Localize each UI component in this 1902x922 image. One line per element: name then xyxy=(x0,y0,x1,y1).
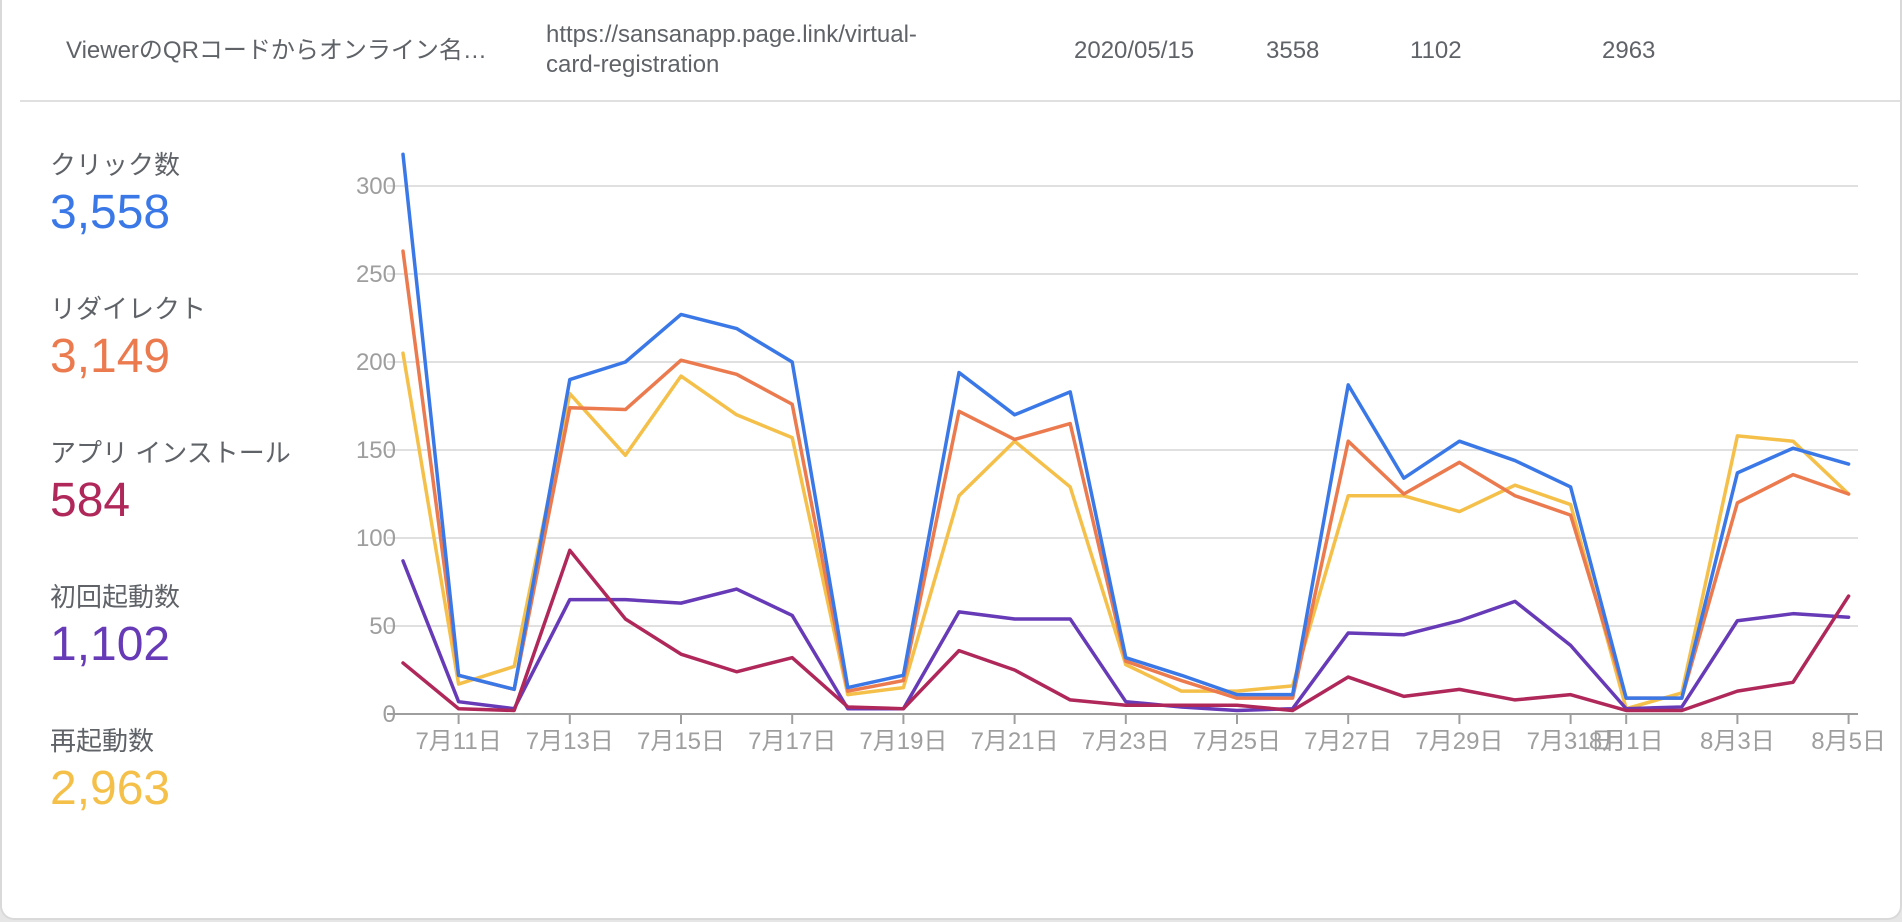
link-url-cell[interactable]: https://sansanapp.page.link/virtual- car… xyxy=(546,20,1016,80)
y-tick-label: 200 xyxy=(356,349,396,376)
series-line-2 xyxy=(401,152,1851,700)
x-tick-label: 7月15日 xyxy=(637,728,725,755)
metric-app-installs: アプリ インストール 584 xyxy=(50,438,291,528)
x-tick-label: 7月21日 xyxy=(971,728,1059,755)
metric-redirects-value: 3,149 xyxy=(50,330,171,383)
x-tick-label: 8月3日 xyxy=(1700,728,1775,755)
x-axis-ticks: 7月11日 7月13日 7月15日 7月17日 7月19日 7月21日 7月23日 7月25日… xyxy=(415,714,1886,755)
metric-clicks-label: クリック数 xyxy=(50,150,181,180)
x-tick-label: 7月19日 xyxy=(859,728,947,755)
x-tick-label: 7月29日 xyxy=(1415,728,1503,755)
clicks-cell: 3558 xyxy=(1266,37,1320,64)
x-tick-label: 7月13日 xyxy=(526,728,614,755)
link-name-cell: ViewerのQRコードからオンライン名… xyxy=(66,37,487,64)
re-opens-cell: 2963 xyxy=(1602,37,1656,64)
metric-re-opens: 再起動数 2,963 xyxy=(50,726,170,816)
metric-re-opens-value: 2,963 xyxy=(50,762,171,815)
series-line-4 xyxy=(401,548,1851,713)
metric-clicks: クリック数 3,558 xyxy=(50,150,180,240)
table-row[interactable]: ViewerのQRコードからオンライン名… https://sansanapp.… xyxy=(20,0,1900,102)
link-url-line2: card-registration xyxy=(546,51,720,78)
y-tick-label: 100 xyxy=(356,525,396,552)
metric-redirects: リダイレクト 3,149 xyxy=(50,294,206,384)
y-tick-label: 150 xyxy=(356,437,396,464)
first-opens-cell: 1102 xyxy=(1410,37,1462,64)
metric-first-opens-label: 初回起動数 xyxy=(50,582,181,612)
chart-grid xyxy=(387,185,1858,627)
x-tick-label: 7月23日 xyxy=(1082,728,1170,755)
x-tick-label: 7月31日 xyxy=(1527,728,1615,755)
chart-series xyxy=(401,152,1851,713)
metric-first-opens-value: 1,102 xyxy=(50,618,171,671)
x-tick-label: 8月1日 xyxy=(1589,728,1664,755)
y-tick-label: 250 xyxy=(356,261,396,288)
metric-app-installs-label: アプリ インストール xyxy=(50,438,291,468)
y-tick-label: 300 xyxy=(356,173,396,200)
created-date-cell: 2020/05/15 xyxy=(1074,37,1195,64)
y-tick-label: 50 xyxy=(369,613,396,640)
x-tick-label: 7月25日 xyxy=(1193,728,1281,755)
metric-clicks-value: 3,558 xyxy=(50,186,171,239)
x-tick-label: 7月17日 xyxy=(748,728,836,755)
x-tick-label: 7月27日 xyxy=(1304,728,1392,755)
x-tick-label: 8月5日 xyxy=(1811,728,1886,755)
metric-app-installs-value: 584 xyxy=(50,474,131,527)
metric-redirects-label: リダイレクト xyxy=(50,294,207,324)
metric-re-opens-label: 再起動数 xyxy=(50,726,155,756)
series-line-3 xyxy=(401,559,1851,713)
metric-first-opens: 初回起動数 1,102 xyxy=(50,582,180,672)
series-line-1 xyxy=(401,249,1851,700)
link-url-line1: https://sansanapp.page.link/virtual- xyxy=(546,21,917,48)
x-tick-label: 7月11日 xyxy=(415,728,501,755)
